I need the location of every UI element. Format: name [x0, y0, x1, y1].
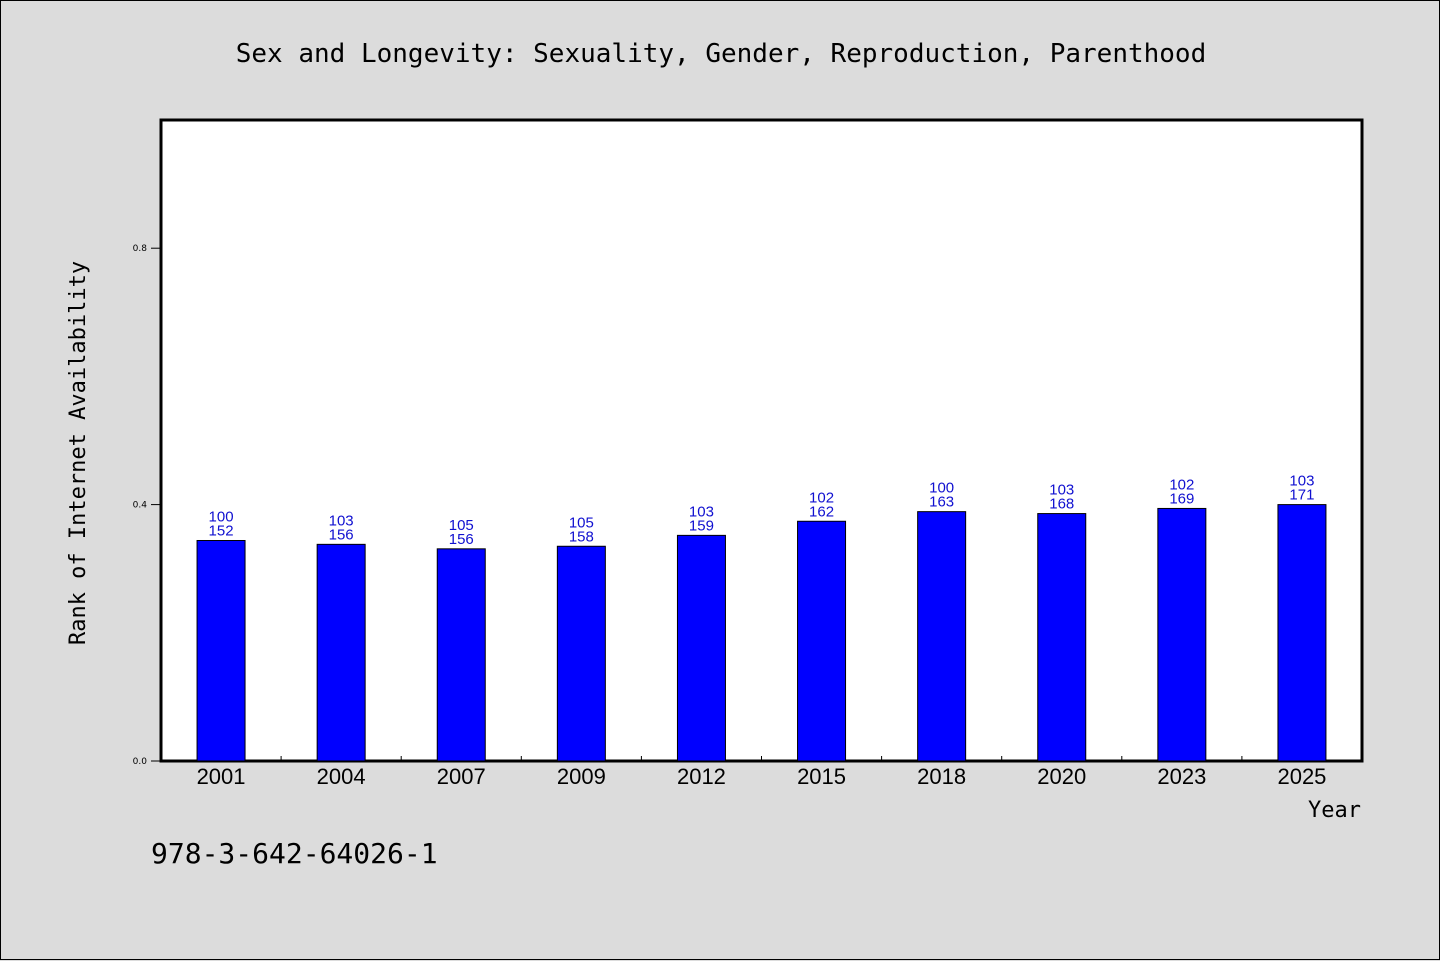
data-label-top: 102 — [1169, 476, 1194, 493]
data-label-top: 105 — [569, 514, 594, 531]
data-label-bottom: 156 — [329, 526, 354, 543]
data-label-bottom: 169 — [1169, 490, 1194, 507]
y-tick-label: 0.0 — [133, 757, 148, 767]
y-axis-label: Rank of Internet Availability — [66, 261, 91, 645]
data-label-top: 102 — [809, 489, 834, 506]
x-tick-label: 2012 — [677, 764, 726, 789]
data-label-bottom: 156 — [449, 531, 474, 548]
y-tick-label: 0.4 — [133, 501, 148, 511]
y-tick-label: 0.8 — [133, 244, 148, 254]
data-label-bottom: 168 — [1049, 496, 1074, 513]
bar-2015 — [797, 520, 847, 762]
bar-2004 — [316, 543, 366, 762]
data-label-top: 103 — [329, 512, 354, 529]
x-tick-label: 2007 — [437, 764, 486, 789]
bar-2007 — [436, 548, 486, 762]
data-label-top: 103 — [689, 503, 714, 520]
chart-title: Sex and Longevity: Sexuality, Gender, Re… — [236, 39, 1207, 69]
bar-2020 — [1037, 513, 1087, 762]
bar-2023 — [1157, 507, 1207, 762]
data-label-bottom: 158 — [569, 528, 594, 545]
data-label-top: 103 — [1289, 473, 1314, 490]
data-label-top: 105 — [449, 517, 474, 534]
x-tick-label: 2023 — [1157, 764, 1206, 789]
data-label-bottom: 162 — [809, 503, 834, 520]
data-label-top: 100 — [209, 508, 234, 525]
data-label-top: 103 — [1049, 482, 1074, 499]
x-tick-label: 2004 — [317, 764, 366, 789]
bar-2025 — [1277, 504, 1327, 762]
data-label-bottom: 152 — [209, 522, 234, 539]
data-label-bottom: 159 — [689, 517, 714, 534]
bar-2001 — [196, 539, 246, 762]
x-tick-label: 2025 — [1277, 764, 1326, 789]
y-axis-ticks: 0.0 0.4 0.8 — [133, 244, 161, 767]
x-tick-label: 2018 — [917, 764, 966, 789]
x-tick-label: 2015 — [797, 764, 846, 789]
bar-2018 — [917, 511, 967, 762]
data-labels: 1001521031561051561051581031591021621001… — [209, 473, 1315, 548]
x-axis-label: Year — [1308, 798, 1361, 823]
x-tick-label: 2001 — [197, 764, 246, 789]
x-axis-ticks: 2001 2004 2007 2009 2012 2015 2018 2020 2023 2025 — [197, 756, 1326, 789]
data-label-bottom: 171 — [1289, 487, 1314, 504]
data-label-bottom: 163 — [929, 494, 954, 511]
data-label-top: 100 — [929, 480, 954, 497]
isbn-text: 978-3-642-64026-1 — [151, 837, 438, 870]
x-tick-label: 2009 — [557, 764, 606, 789]
bar-2009 — [556, 545, 606, 762]
bars — [196, 504, 1327, 762]
bar-2012 — [676, 534, 726, 762]
x-tick-label: 2020 — [1037, 764, 1086, 789]
